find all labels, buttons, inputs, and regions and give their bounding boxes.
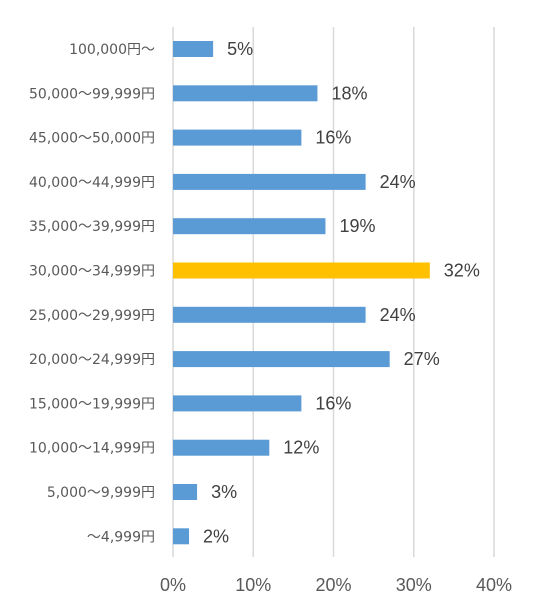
category-label: 40,000～44,999円	[29, 175, 155, 191]
x-tick-label: 20%	[315, 575, 351, 595]
bar	[173, 262, 430, 279]
data-label: 3%	[211, 482, 237, 502]
bar	[173, 439, 270, 456]
category-label: 25,000～29,999円	[29, 308, 155, 324]
value-labels: 5% 18% 16% 24% 19% 32% 24% 27% 16% 12% 3% 2%	[203, 39, 480, 546]
data-label: 24%	[380, 305, 416, 325]
category-label: 30,000～34,999円	[29, 264, 155, 280]
category-label: 45,000～50,000円	[29, 131, 155, 147]
category-labels: 100,000円～ 50,000～99,999円 45,000～50,000円 40,…	[29, 42, 155, 545]
data-label: 16%	[315, 393, 351, 413]
category-label: 20,000～24,999円	[29, 352, 155, 368]
x-tick-label: 10%	[235, 575, 271, 595]
category-label: 10,000～14,999円	[29, 441, 155, 457]
bars	[173, 41, 430, 545]
data-label: 19%	[339, 216, 375, 236]
bar	[173, 484, 198, 500]
gridlines	[172, 27, 495, 557]
data-label: 24%	[380, 172, 416, 192]
data-label: 2%	[203, 526, 229, 546]
x-tick-label: 30%	[396, 575, 432, 595]
bar	[173, 129, 302, 146]
bar	[173, 85, 318, 102]
category-label: 35,000～39,999円	[29, 219, 155, 235]
category-label: 100,000円～	[69, 42, 155, 58]
category-label: 50,000～99,999円	[29, 86, 155, 102]
data-label: 5%	[227, 39, 253, 59]
x-tick-label: 0%	[160, 575, 186, 595]
category-label: 15,000～19,999円	[29, 396, 155, 412]
category-label: ～4,999円	[87, 529, 155, 545]
data-label: 32%	[444, 261, 480, 281]
data-label: 18%	[331, 83, 367, 103]
bar	[173, 306, 366, 323]
bar	[173, 218, 326, 235]
x-axis-tick-labels: 0% 10% 20% 30% 40%	[160, 575, 512, 595]
bar	[173, 528, 190, 545]
x-tick-label: 40%	[476, 575, 512, 595]
bar	[173, 173, 366, 190]
bar	[173, 41, 214, 57]
data-label: 27%	[404, 349, 440, 369]
data-label: 12%	[283, 438, 319, 458]
bar	[173, 395, 302, 412]
bar	[173, 351, 390, 368]
data-label: 16%	[315, 128, 351, 148]
category-label: 5,000～9,999円	[47, 485, 155, 501]
